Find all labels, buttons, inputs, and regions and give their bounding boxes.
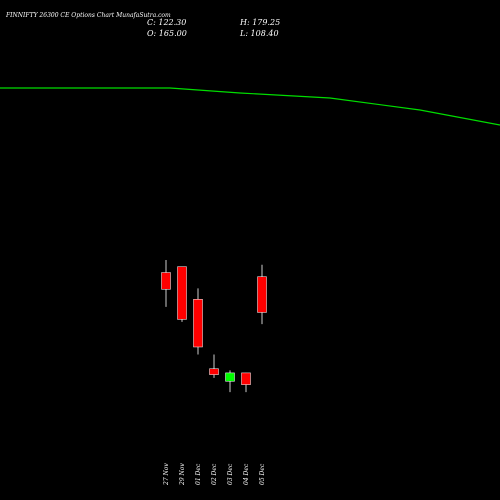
candle-body [225,372,235,382]
x-tick-label: 05 Dec [259,463,266,485]
chart-title: FINNIFTY 26300 CE Options Chart MunafaSu… [6,12,171,19]
candle-body [193,299,203,348]
candle-29-nov [177,266,187,322]
candle-body [177,266,187,320]
x-tick-label: 27 Nov [163,463,170,486]
moving-average-layer [0,87,500,126]
x-tick-label: 01 Dec [195,463,202,485]
candle-04-dec [241,372,251,393]
x-tick-label: 03 Dec [227,463,234,485]
candle-body [209,368,219,375]
candles-layer [161,260,267,393]
candle-02-dec [209,354,219,378]
candle-01-dec [193,288,203,355]
candle-body [257,276,267,313]
x-tick-label: 02 Dec [211,463,218,485]
candle-27-nov [161,260,171,307]
candle-body [161,272,171,290]
candle-body [241,372,251,385]
high-value: H: 179.25 [240,18,281,27]
candle-05-dec [257,264,267,325]
close-value: C: 122.30 [147,18,187,27]
low-value: L: 108.40 [240,29,279,38]
moving-average-line [0,87,500,126]
x-tick-label: 29 Nov [179,463,186,486]
open-value: O: 165.00 [147,29,187,38]
x-tick-label: 04 Dec [243,463,250,485]
x-axis-labels: 27 Nov 29 Nov 01 Dec 02 Dec 03 Dec 04 Dec 05 D… [163,463,266,486]
candle-03-dec [225,370,235,393]
